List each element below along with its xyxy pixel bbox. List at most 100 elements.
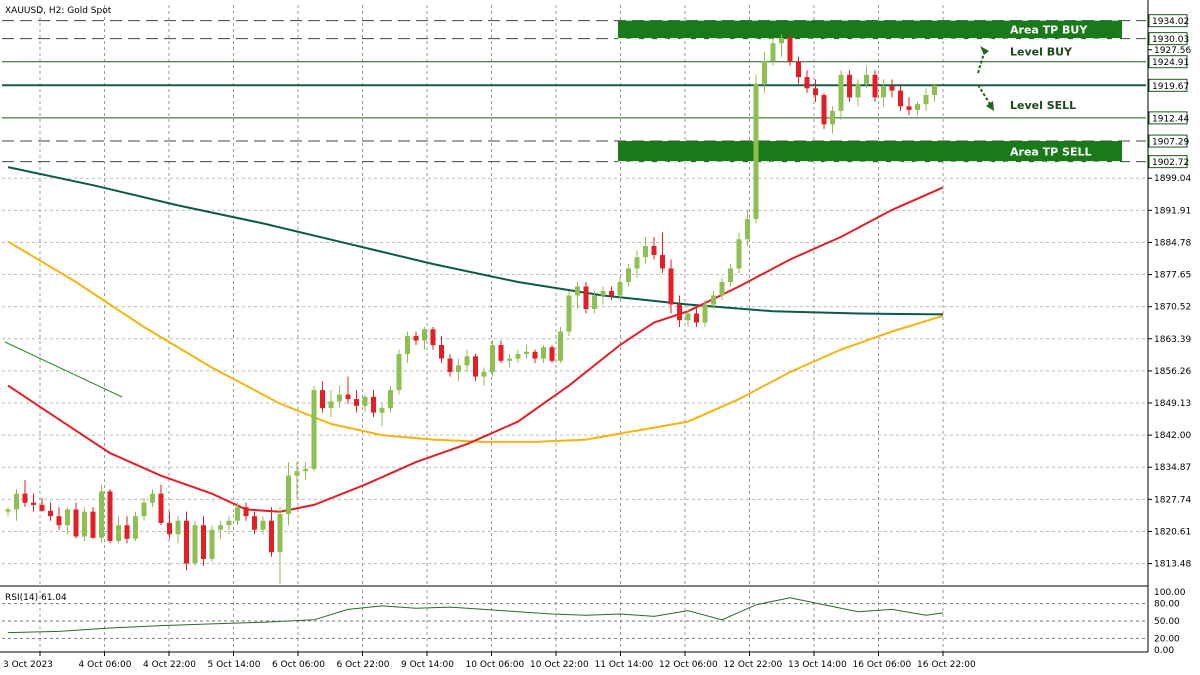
candle-body [643,245,648,258]
candle-body [685,313,691,321]
candle-body [65,509,70,526]
candle-body [481,372,487,377]
x-tick-label: 4 Oct 06:00 [79,660,132,670]
x-tick-label: 12 Oct 22:00 [724,660,783,670]
candle-body [787,37,793,62]
candle-body [286,475,291,514]
candle-body [804,77,810,89]
rsi-tick-label: 20.00 [1154,634,1180,644]
candle-body [430,329,436,346]
ma_mid-line [7,240,944,443]
candle-body [362,396,368,406]
candle-body [107,491,113,541]
y-tick-label: 1863.39 [1154,335,1191,345]
candle-body [133,516,138,539]
rsi-tick-label: 0.00 [1154,646,1174,656]
candle-body [549,347,555,361]
candle-body [328,401,334,409]
candle-body [677,304,682,321]
candle-body [5,509,11,512]
x-tick-label: 11 Oct 14:00 [595,660,654,670]
chart-title: XAUUSD, H2: Gold Spot [5,6,112,16]
candle-body [260,520,266,530]
y-tick-label: 1899.04 [1154,174,1191,184]
rsi-indicator-name: RSI(14) [5,593,38,603]
candle-body [609,290,614,296]
tp-zone [618,141,1122,162]
price-tag-label: 1907.29 [1152,138,1189,148]
candle-body [354,399,359,406]
rsi-line [7,597,944,634]
candle-body [413,336,419,341]
y-tick-label: 1870.52 [1154,303,1191,313]
candle-body [575,286,580,296]
rsi-title: RSI(14) 61.04 [5,593,67,603]
candle-body [923,95,929,105]
price-tag [1148,134,1188,148]
candle-body [56,516,62,526]
y-tick-label: 1820.61 [1154,527,1191,537]
price-tag [1148,55,1188,69]
candle-body [813,88,818,96]
candle-body [906,106,912,110]
candle-body [872,74,878,98]
x-tick-label: 3 Oct 2023 [3,660,53,670]
y-tick-label: 1849.13 [1154,399,1191,409]
x-tick-label: 5 Oct 14:00 [208,660,261,670]
candle-body [90,511,96,538]
candle-body [14,493,19,510]
y-tick-label: 1884.78 [1154,238,1191,248]
candle-body [660,254,665,269]
candle-body [898,90,903,107]
ma_fast-line [7,186,944,513]
x-tick-label: 12 Oct 06:00 [659,660,718,670]
candle-body [422,329,427,341]
candle-body [150,493,155,503]
candle-body [600,290,606,296]
candle-body [745,218,750,240]
candle-body [498,345,504,361]
candle-body [515,354,521,359]
candle-body [447,358,453,373]
candle-body [668,268,674,305]
rsi-tick-label: 80.00 [1154,600,1180,610]
candle-body [770,43,776,62]
tp-zones: Area TP BUY Area TP SELL [618,20,1122,163]
candle-body [762,61,767,84]
candle-body [719,281,725,296]
y-tick-label: 1891.91 [1154,206,1191,216]
candle-body [73,509,79,537]
candle-body [388,390,393,409]
candle-body [626,268,631,282]
candle-body [855,83,861,98]
candle-body [158,493,164,523]
candle-body [915,104,920,110]
price-tag [1148,155,1188,169]
annotations: Level BUY Level SELL [977,46,1076,112]
candle-body [184,520,189,564]
candle-body [371,396,376,413]
candle-body [124,525,130,539]
candle-body [235,507,240,521]
candle-body [31,502,36,505]
arrow-down-head-icon [986,101,994,111]
x-tick-label: 9 Oct 14:00 [401,660,454,670]
candle-body [736,239,742,269]
candle-body [583,286,589,310]
candle-body [566,295,572,332]
x-tick-label: 10 Oct 06:00 [466,660,525,670]
candle-body [592,295,597,310]
candle-body [303,468,308,472]
candle-body [507,358,512,361]
candle-body [524,351,529,355]
x-tick-label: 4 Oct 22:00 [143,660,196,670]
candle-body [694,313,699,323]
candle-body [379,408,385,413]
tp-zone-label: Area TP BUY [1010,24,1088,37]
candle-body [167,522,172,535]
candle-body [99,491,104,538]
candle-body [218,525,223,530]
candle-body [634,257,640,269]
